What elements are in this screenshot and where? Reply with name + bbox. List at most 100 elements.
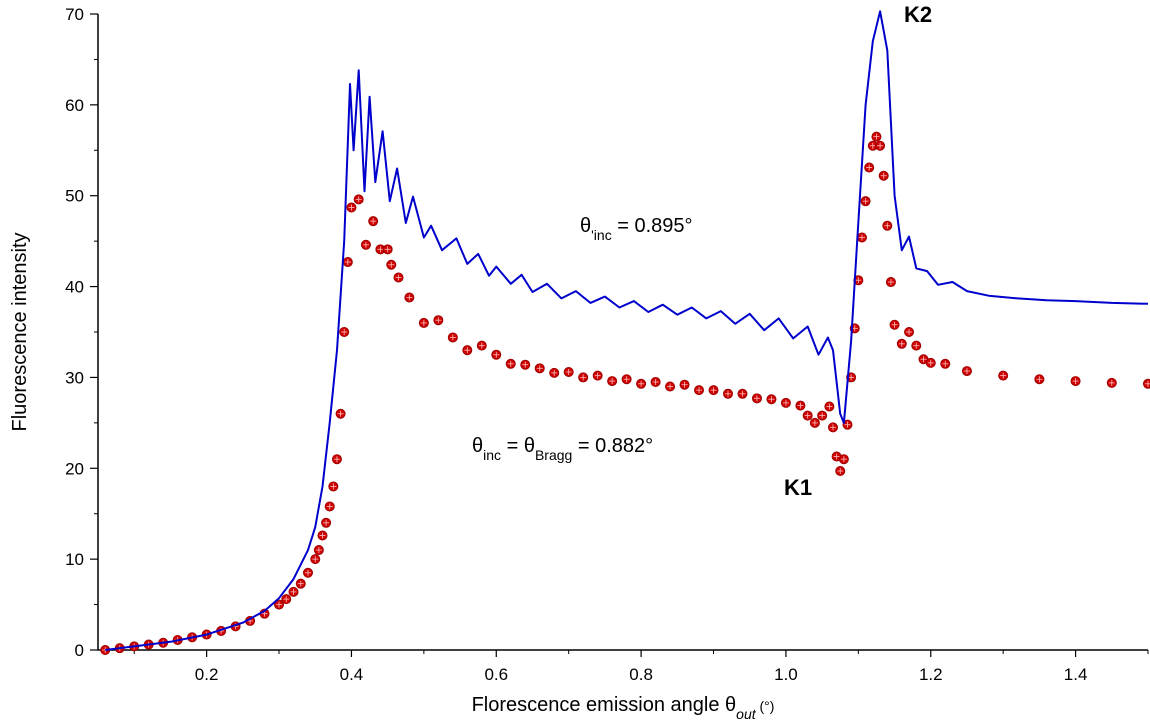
red-data-point xyxy=(835,466,846,477)
red-data-point xyxy=(882,220,893,231)
red-data-point xyxy=(310,554,321,565)
red-data-point xyxy=(665,381,676,392)
red-label-value: = 0.882° xyxy=(572,435,653,457)
y-tick-label: 70 xyxy=(65,5,84,24)
red-data-point xyxy=(339,326,350,337)
blue-series-path xyxy=(105,10,1149,651)
red-data-point xyxy=(404,292,415,303)
red-data-point xyxy=(368,216,379,227)
red-data-point xyxy=(324,501,335,512)
x-tick-label: 1.4 xyxy=(1064,665,1088,684)
red-data-point xyxy=(802,410,813,421)
red-data-point xyxy=(375,244,386,255)
red-data-point xyxy=(694,385,705,396)
red-data-point xyxy=(961,366,972,377)
x-axis-label-sub: out xyxy=(736,706,757,722)
x-tick-label: 0.2 xyxy=(195,665,219,684)
red-data-point xyxy=(723,388,734,399)
red-data-point xyxy=(331,454,342,465)
red-data-point xyxy=(447,332,458,343)
red-data-point xyxy=(313,545,324,556)
red-data-point xyxy=(302,567,313,578)
red-label-theta: θ xyxy=(472,435,483,457)
red-data-point xyxy=(607,376,618,387)
red-data-point xyxy=(795,400,806,411)
red-data-point xyxy=(1143,378,1150,389)
red-series-label: θinc = θBragg = 0.882° xyxy=(472,435,653,463)
red-data-point xyxy=(491,349,502,360)
red-data-point xyxy=(462,345,473,356)
red-data-point xyxy=(328,481,339,492)
red-data-point xyxy=(817,410,828,421)
red-data-point xyxy=(940,358,951,369)
red-data-point xyxy=(636,378,647,389)
red-data-point xyxy=(621,374,632,385)
red-data-point xyxy=(382,244,393,255)
y-tick-label: 60 xyxy=(65,96,84,115)
red-data-point xyxy=(520,359,531,370)
blue-label-value: = 0.895° xyxy=(612,215,693,237)
red-data-point xyxy=(853,275,864,286)
peak-k2-label: K2 xyxy=(904,2,932,27)
red-data-point xyxy=(393,272,404,283)
red-data-point xyxy=(418,317,429,328)
red-data-point xyxy=(925,357,936,368)
x-tick-label: 1.0 xyxy=(774,665,798,684)
red-data-point xyxy=(824,401,835,412)
blue-label-theta: θ xyxy=(580,215,591,237)
red-data-point xyxy=(878,170,889,181)
y-tick-label: 0 xyxy=(75,641,84,660)
red-data-point xyxy=(828,422,839,433)
red-data-point xyxy=(592,370,603,381)
red-data-point xyxy=(737,388,748,399)
red-data-point xyxy=(281,594,292,605)
red-data-point xyxy=(766,394,777,405)
x-axis-label-main: Florescence emission angle θ xyxy=(472,694,737,716)
x-tick-label: 1.2 xyxy=(919,665,943,684)
red-data-point xyxy=(295,578,306,589)
x-tick-label: 0.4 xyxy=(340,665,364,684)
red-data-point xyxy=(433,315,444,326)
x-axis-label: Florescence emission angle θout (°) xyxy=(472,694,775,722)
red-data-point xyxy=(904,326,915,337)
red-data-point xyxy=(353,194,364,205)
red-data-point xyxy=(780,397,791,408)
red-data-point xyxy=(342,257,353,268)
red-data-point xyxy=(867,140,878,151)
red-data-point xyxy=(346,202,357,213)
red-data-point xyxy=(360,239,371,250)
red-data-point xyxy=(476,340,487,351)
red-label-mid: = θ xyxy=(501,435,535,457)
y-ticks: 0 10 20 30 40 50 60 70 xyxy=(65,5,98,660)
y-tick-label: 20 xyxy=(65,459,84,478)
red-data-point xyxy=(679,379,690,390)
red-data-point xyxy=(751,393,762,404)
x-axis-label-unit: (°) xyxy=(756,698,775,714)
red-data-point xyxy=(856,232,867,243)
red-data-point xyxy=(505,358,516,369)
x-tick-label: 0.8 xyxy=(629,665,653,684)
x-tick-label: 0.6 xyxy=(484,665,508,684)
red-data-point xyxy=(534,363,545,374)
red-data-point xyxy=(549,367,560,378)
y-tick-label: 50 xyxy=(65,187,84,206)
blue-series-label: θ'inc = 0.895° xyxy=(580,215,693,243)
red-data-point xyxy=(578,372,589,383)
red-data-point xyxy=(288,586,299,597)
red-data-point xyxy=(809,417,820,428)
red-data-point xyxy=(386,259,397,270)
red-data-point xyxy=(889,319,900,330)
red-data-point xyxy=(321,517,332,528)
red-label-sub1: inc xyxy=(483,447,501,463)
red-data-point xyxy=(650,376,661,387)
series-red-markers xyxy=(100,131,1150,656)
y-tick-label: 30 xyxy=(65,368,84,387)
y-tick-label: 40 xyxy=(65,278,84,297)
red-data-point xyxy=(274,599,285,610)
red-data-point xyxy=(860,196,871,207)
red-data-point xyxy=(911,340,922,351)
red-data-point xyxy=(708,385,719,396)
axes xyxy=(97,14,1148,651)
red-data-point xyxy=(998,370,1009,381)
